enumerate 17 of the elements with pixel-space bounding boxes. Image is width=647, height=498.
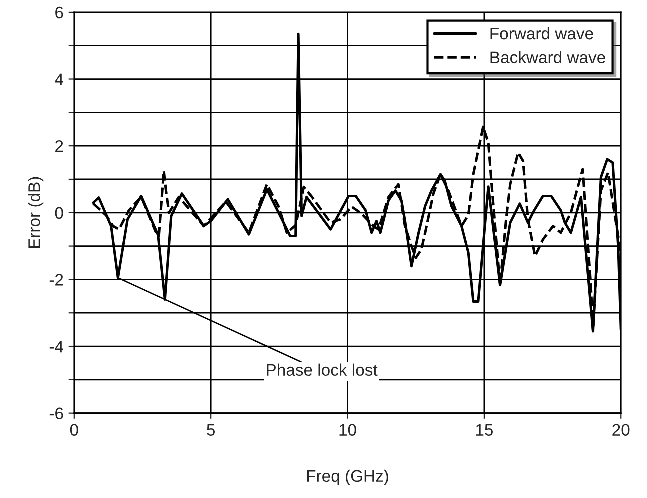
- x-axis-title: Freq (GHz): [307, 470, 388, 486]
- y-tick-label: -4: [50, 341, 64, 353]
- x-tick-label: 15: [476, 424, 494, 436]
- y-tick-label: 2: [56, 140, 64, 152]
- y-tick-label: -2: [50, 274, 64, 286]
- y-tick-label: 6: [56, 6, 64, 19]
- x-tick-label: 0: [70, 424, 78, 436]
- y-axis-title: Error (dB): [28, 177, 44, 248]
- x-tick-label: 20: [612, 424, 630, 436]
- legend-label: Backward wave: [490, 51, 606, 64]
- x-tick-label: 5: [207, 424, 216, 436]
- x-tick-label: 10: [340, 424, 356, 436]
- annotation: Phase lock lost: [267, 364, 378, 376]
- legend-label: Forward wave: [490, 27, 594, 40]
- y-tick-label: 4: [55, 74, 64, 86]
- y-tick-label: -6: [50, 408, 64, 420]
- y-tick-label: 0: [55, 207, 64, 220]
